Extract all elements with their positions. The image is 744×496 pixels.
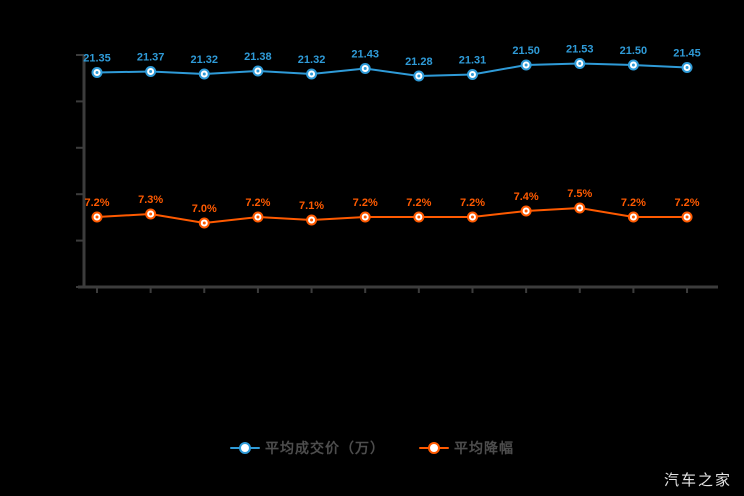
chart-legend: 平均成交价（万） 平均降幅 [230, 438, 514, 458]
data-point-center [524, 63, 528, 67]
data-point-center [256, 69, 260, 73]
data-point-center [524, 209, 528, 213]
data-point-center [417, 74, 421, 78]
data-label: 7.3% [138, 194, 163, 206]
data-point-center [256, 215, 260, 219]
data-label: 7.5% [567, 188, 592, 200]
watermark-autohome: 汽车之家 [663, 472, 732, 489]
data-point-center [417, 215, 421, 219]
data-point-center [202, 221, 206, 225]
data-point-center [95, 215, 99, 219]
data-label: 7.4% [514, 191, 539, 203]
data-label: 7.2% [406, 197, 431, 209]
series-line [96, 62, 688, 78]
series-line [96, 206, 688, 225]
data-label: 21.37 [137, 52, 165, 64]
data-label: 21.28 [405, 56, 433, 68]
data-label: 21.50 [620, 45, 648, 57]
data-point-center [685, 66, 689, 69]
data-label: 7.2% [460, 197, 485, 209]
data-point-center [631, 215, 635, 219]
data-label: 7.2% [353, 197, 378, 209]
data-label: 7.2% [621, 197, 646, 209]
data-label: 21.32 [191, 54, 219, 66]
data-label: 21.53 [566, 44, 594, 56]
series-avg-price: 21.35 21.37 21.32 21.38 21.32 21.43 21.28 21.31… [83, 44, 701, 82]
data-point-center [310, 218, 314, 222]
legend-marker-blue-icon [230, 441, 260, 455]
data-label: 7.0% [192, 203, 217, 215]
legend-marker-orange-icon [419, 441, 449, 455]
data-label: 7.2% [675, 197, 700, 209]
data-label: 7.2% [84, 197, 109, 209]
data-point-center [685, 215, 689, 219]
data-point-center [363, 215, 367, 219]
data-label: 7.2% [245, 197, 270, 209]
data-point-center [578, 206, 582, 210]
data-point-center [470, 215, 474, 219]
data-label: 21.31 [459, 55, 487, 67]
data-point-center [95, 71, 99, 74]
axes [76, 54, 718, 293]
data-point-center [149, 212, 153, 216]
legend-item-avg-price: 平均成交价（万） [230, 438, 385, 458]
data-point-center [470, 73, 474, 76]
legend-item-avg-discount: 平均降幅 [419, 438, 514, 458]
data-label: 21.50 [512, 45, 540, 57]
data-point-center [631, 63, 635, 67]
data-point-center [310, 72, 314, 76]
data-label: 7.1% [299, 200, 324, 212]
data-point-center [363, 67, 367, 70]
data-label: 21.32 [298, 54, 326, 66]
data-point-center [202, 72, 206, 76]
legend-label-avg-discount: 平均降幅 [454, 440, 514, 456]
legend-label-avg-price: 平均成交价（万） [265, 440, 385, 456]
data-point-center [578, 62, 582, 65]
series-avg-discount: 7.2% 7.3% 7.0% 7.2% 7.1% 7.2% 7.2% 7.2% 7.4% 7.5%… [84, 188, 700, 229]
data-label: 21.35 [83, 53, 111, 65]
data-label: 21.45 [673, 48, 701, 60]
data-label: 21.38 [244, 51, 272, 63]
data-point-center [149, 70, 153, 73]
data-label: 21.43 [351, 49, 379, 61]
